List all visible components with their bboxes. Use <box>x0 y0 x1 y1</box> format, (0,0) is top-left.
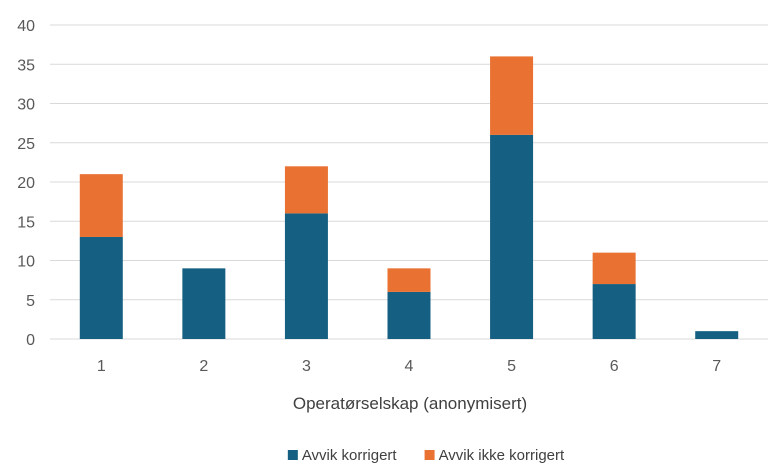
bar-segment-korrigert <box>387 291 431 339</box>
bar-segment-ikke-korrigert <box>79 174 123 237</box>
bar-segment-korrigert <box>490 134 534 339</box>
y-tick-label: 25 <box>17 136 35 153</box>
x-tick-label: 6 <box>610 358 619 375</box>
bar-segment-ikke-korrigert <box>490 56 534 135</box>
bar-segment-korrigert <box>182 268 226 339</box>
legend-item: Avvik ikke korrigert <box>424 447 565 464</box>
y-tick-label: 30 <box>17 97 35 114</box>
x-tick-label: 7 <box>712 358 721 375</box>
x-tick-label: 3 <box>302 358 311 375</box>
bar-segment-korrigert <box>79 236 123 339</box>
y-tick-label: 15 <box>17 214 35 231</box>
y-axis-ticks: 0 5 10 15 20 25 30 35 40 <box>17 18 35 349</box>
legend: Avvik korrigert Avvik ikke korrigert <box>287 447 565 464</box>
legend-label: Avvik ikke korrigert <box>439 447 565 464</box>
x-tick-label: 2 <box>199 358 208 375</box>
bars <box>79 56 739 339</box>
x-tick-label: 1 <box>97 358 106 375</box>
y-tick-label: 10 <box>17 254 35 271</box>
gridlines <box>50 24 768 340</box>
bar-segment-korrigert <box>695 331 739 339</box>
legend-swatch <box>287 450 298 460</box>
bar-segment-korrigert <box>284 213 328 339</box>
x-tick-label: 4 <box>405 358 414 375</box>
x-axis-title: Operatørselskap (anonymisert) <box>293 394 527 413</box>
x-tick-label: 5 <box>507 358 516 375</box>
x-axis-ticks: 1 2 3 4 5 6 7 <box>97 358 721 375</box>
legend-item: Avvik korrigert <box>287 447 398 464</box>
y-tick-label: 5 <box>26 293 35 310</box>
bar-segment-ikke-korrigert <box>592 252 636 285</box>
y-tick-label: 0 <box>26 332 35 349</box>
legend-label: Avvik korrigert <box>302 447 398 464</box>
bar-segment-korrigert <box>592 284 636 339</box>
bar-segment-ikke-korrigert <box>387 268 431 292</box>
bar-segment-ikke-korrigert <box>284 166 328 214</box>
y-tick-label: 20 <box>17 175 35 192</box>
y-tick-label: 40 <box>17 18 35 35</box>
legend-swatch <box>424 450 435 460</box>
y-tick-label: 35 <box>17 57 35 74</box>
